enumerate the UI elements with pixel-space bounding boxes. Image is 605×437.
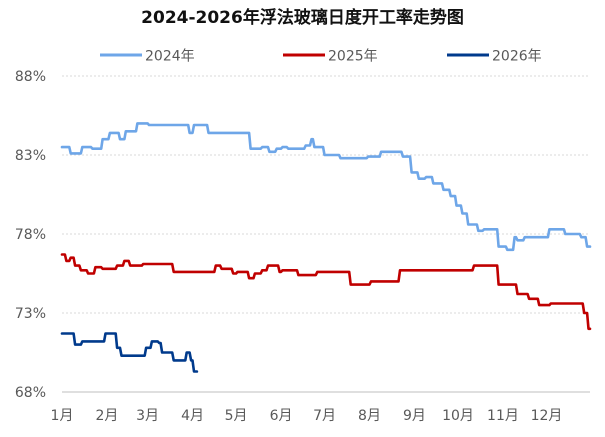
x-tick-label: 6月: [270, 408, 293, 424]
series-line-2025年: [60, 253, 592, 331]
x-tick-label: 7月: [313, 408, 336, 424]
series-line-2024年: [60, 122, 592, 252]
y-axis: 68% 73% 78% 83% 88%: [15, 69, 46, 401]
legend-label: 2026年: [492, 49, 542, 65]
legend-label: 2024年: [145, 49, 195, 65]
x-tick-label: 3月: [136, 408, 159, 424]
x-tick-label: 9月: [403, 408, 426, 424]
plot-area: [60, 122, 592, 373]
x-axis: 1月 2月 3月 4月 5月 6月 7月 8月 9月 10月 11月 12月: [51, 391, 590, 424]
x-tick-label: 4月: [181, 408, 204, 424]
x-tick-label: 1月: [51, 408, 74, 424]
x-tick-label: 11月: [487, 408, 519, 424]
x-tick-label: 2月: [96, 408, 119, 424]
x-tick-label: 10月: [442, 408, 474, 424]
series-line-2026年: [60, 332, 199, 373]
grid: [62, 75, 590, 314]
y-tick-label: 68%: [15, 385, 46, 401]
x-tick-label: 5月: [225, 408, 248, 424]
chart-title: 2024-2026年浮法玻璃日度开工率走势图: [141, 7, 464, 28]
legend-label: 2025年: [328, 49, 378, 65]
y-tick-label: 73%: [15, 306, 46, 322]
x-tick-label: 8月: [358, 408, 381, 424]
legend: 2024年 2025年 2026年: [100, 49, 542, 65]
y-tick-label: 83%: [15, 148, 46, 164]
x-tick-label: 12月: [531, 408, 563, 424]
y-tick-label: 88%: [15, 69, 46, 85]
y-tick-label: 78%: [15, 227, 46, 243]
